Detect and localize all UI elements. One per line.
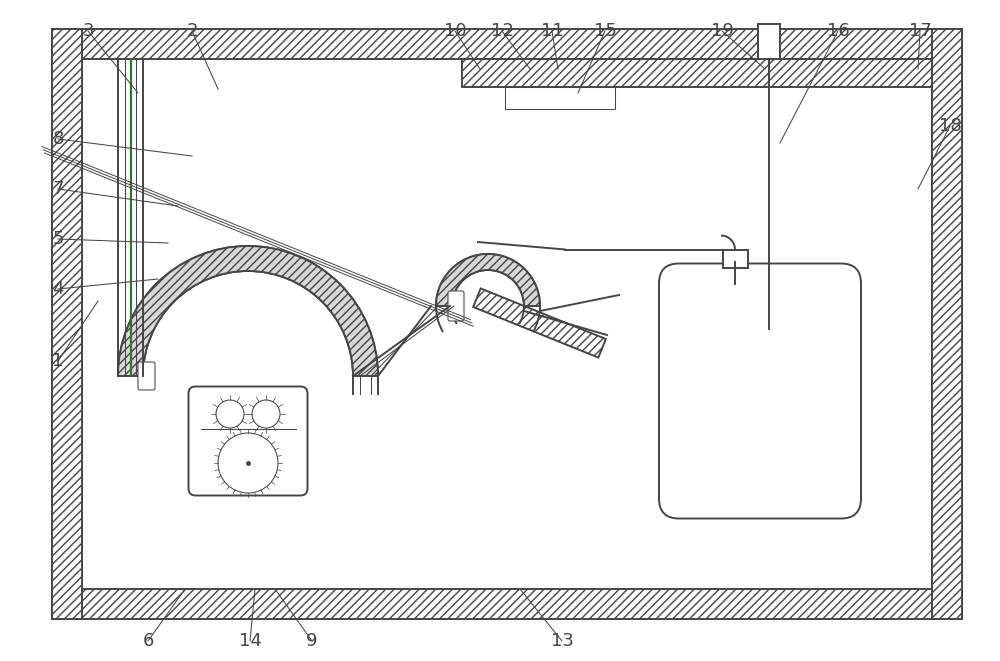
Bar xyxy=(473,288,606,358)
Bar xyxy=(52,589,962,619)
Bar xyxy=(52,29,82,619)
Bar xyxy=(462,59,932,87)
Text: 19: 19 xyxy=(711,22,733,40)
Bar xyxy=(505,87,615,109)
Text: 6: 6 xyxy=(142,632,154,650)
Text: 16: 16 xyxy=(827,22,849,40)
FancyBboxPatch shape xyxy=(188,387,308,496)
Text: 11: 11 xyxy=(541,22,563,40)
Text: 17: 17 xyxy=(909,22,931,40)
FancyBboxPatch shape xyxy=(448,291,464,321)
FancyBboxPatch shape xyxy=(138,362,155,390)
Bar xyxy=(758,329,780,347)
Text: 15: 15 xyxy=(594,22,616,40)
Text: 4: 4 xyxy=(52,280,64,298)
Text: 3: 3 xyxy=(82,22,94,40)
Text: 12: 12 xyxy=(491,22,513,40)
Bar xyxy=(932,29,962,619)
Text: 14: 14 xyxy=(239,632,261,650)
Text: 7: 7 xyxy=(52,180,64,198)
Bar xyxy=(723,249,748,268)
Text: 8: 8 xyxy=(52,130,64,148)
Text: 18: 18 xyxy=(939,117,961,135)
Text: 13: 13 xyxy=(551,632,573,650)
Text: 5: 5 xyxy=(52,230,64,248)
Text: 9: 9 xyxy=(306,632,318,650)
Text: 2: 2 xyxy=(186,22,198,40)
FancyBboxPatch shape xyxy=(659,264,861,518)
Text: 10: 10 xyxy=(444,22,466,40)
Wedge shape xyxy=(436,254,540,306)
Text: 1: 1 xyxy=(52,352,64,370)
Bar xyxy=(52,29,962,59)
Bar xyxy=(758,24,780,59)
Wedge shape xyxy=(118,246,378,376)
